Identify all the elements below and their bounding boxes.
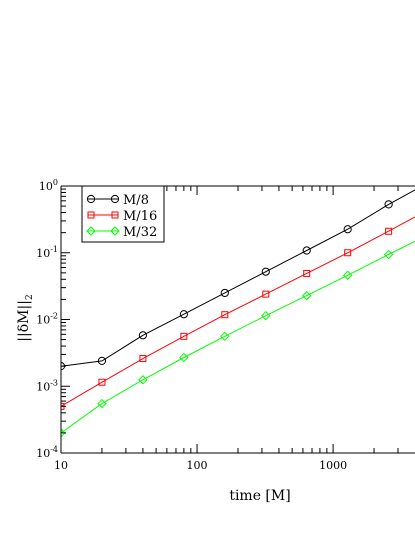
legend-marker-left-2	[86, 226, 96, 236]
data-point-1-8	[385, 227, 393, 235]
data-point-2-0	[61, 428, 66, 438]
data-point-0-5	[261, 267, 270, 276]
data-point-0-4	[220, 288, 229, 298]
data-point-0-1	[97, 356, 107, 365]
data-point-2-5	[261, 310, 271, 321]
series-0	[61, 189, 415, 371]
y-tick-label-3: 10-1	[36, 245, 58, 260]
data-point-1-2	[139, 355, 147, 363]
data-point-2-8	[383, 249, 394, 260]
legend-marker-right-1	[111, 211, 119, 219]
x-tick-label-0: 10	[54, 459, 68, 472]
legend-item-0: M/8	[86, 193, 149, 208]
y-tick-label-base: 10	[39, 180, 53, 193]
x-axis-title: time [M]	[229, 488, 290, 504]
data-point-1-4	[221, 311, 229, 319]
y-tick-label-base: 10	[36, 380, 50, 393]
data-point-0-7	[343, 225, 352, 234]
legend-item-1: M/16	[87, 209, 157, 224]
series-line-1	[61, 216, 415, 407]
y-tick-label-exponent: 0	[53, 178, 58, 187]
x-tick-label-2: 1000	[319, 459, 347, 472]
legend-marker-right-2	[110, 226, 120, 236]
series-line-0	[61, 189, 415, 367]
y-axis-title-main: ||δM||	[16, 300, 32, 342]
data-point-1-5	[262, 290, 270, 298]
data-point-0-2	[138, 331, 148, 340]
data-point-2-3	[179, 352, 189, 363]
series-2	[61, 240, 415, 438]
legend-label-2: M/32	[123, 225, 157, 240]
legend-box	[81, 185, 165, 243]
data-point-2-2	[138, 375, 148, 385]
data-point-1-3	[180, 332, 188, 340]
legend-label-1: M/16	[123, 209, 157, 224]
legend-marker-right-0	[110, 194, 120, 204]
y-tick-label-base: 10	[36, 247, 50, 260]
data-point-1-6	[303, 269, 311, 277]
legend-marker-left-0	[86, 194, 96, 204]
data-point-1-7	[344, 249, 352, 257]
y-tick-label-0: 10-4	[36, 445, 58, 460]
y-axis-title-subscript: 2	[25, 294, 35, 300]
data-point-0-3	[179, 310, 188, 319]
y-tick-label-1: 10-3	[36, 378, 58, 393]
data-point-1-1	[98, 378, 106, 386]
y-tick-label-exponent: -1	[50, 245, 58, 254]
legend: M/8M/16M/32	[81, 185, 165, 243]
y-tick-label-exponent: -2	[50, 312, 58, 321]
legend-label-0: M/8	[123, 193, 149, 208]
y-tick-label-exponent: -4	[50, 445, 58, 454]
data-point-2-1	[97, 398, 107, 409]
y-tick-label-base: 10	[36, 314, 50, 327]
y-tick-label-exponent: -3	[50, 378, 58, 387]
data-point-2-4	[220, 331, 230, 342]
y-tick-label-base: 10	[36, 447, 50, 460]
legend-marker-left-1	[87, 211, 95, 219]
y-axis-title: ||δM||2	[16, 294, 35, 341]
y-tick-label-4: 100	[39, 178, 58, 193]
data-point-0-8	[384, 200, 393, 209]
x-tick-label-1: 100	[187, 459, 208, 472]
data-point-0-6	[302, 246, 311, 255]
data-point-2-7	[342, 270, 353, 280]
legend-item-2: M/32	[86, 225, 157, 240]
series-line-2	[61, 240, 415, 434]
data-point-2-6	[302, 290, 312, 301]
y-tick-label-2: 10-2	[36, 312, 58, 327]
